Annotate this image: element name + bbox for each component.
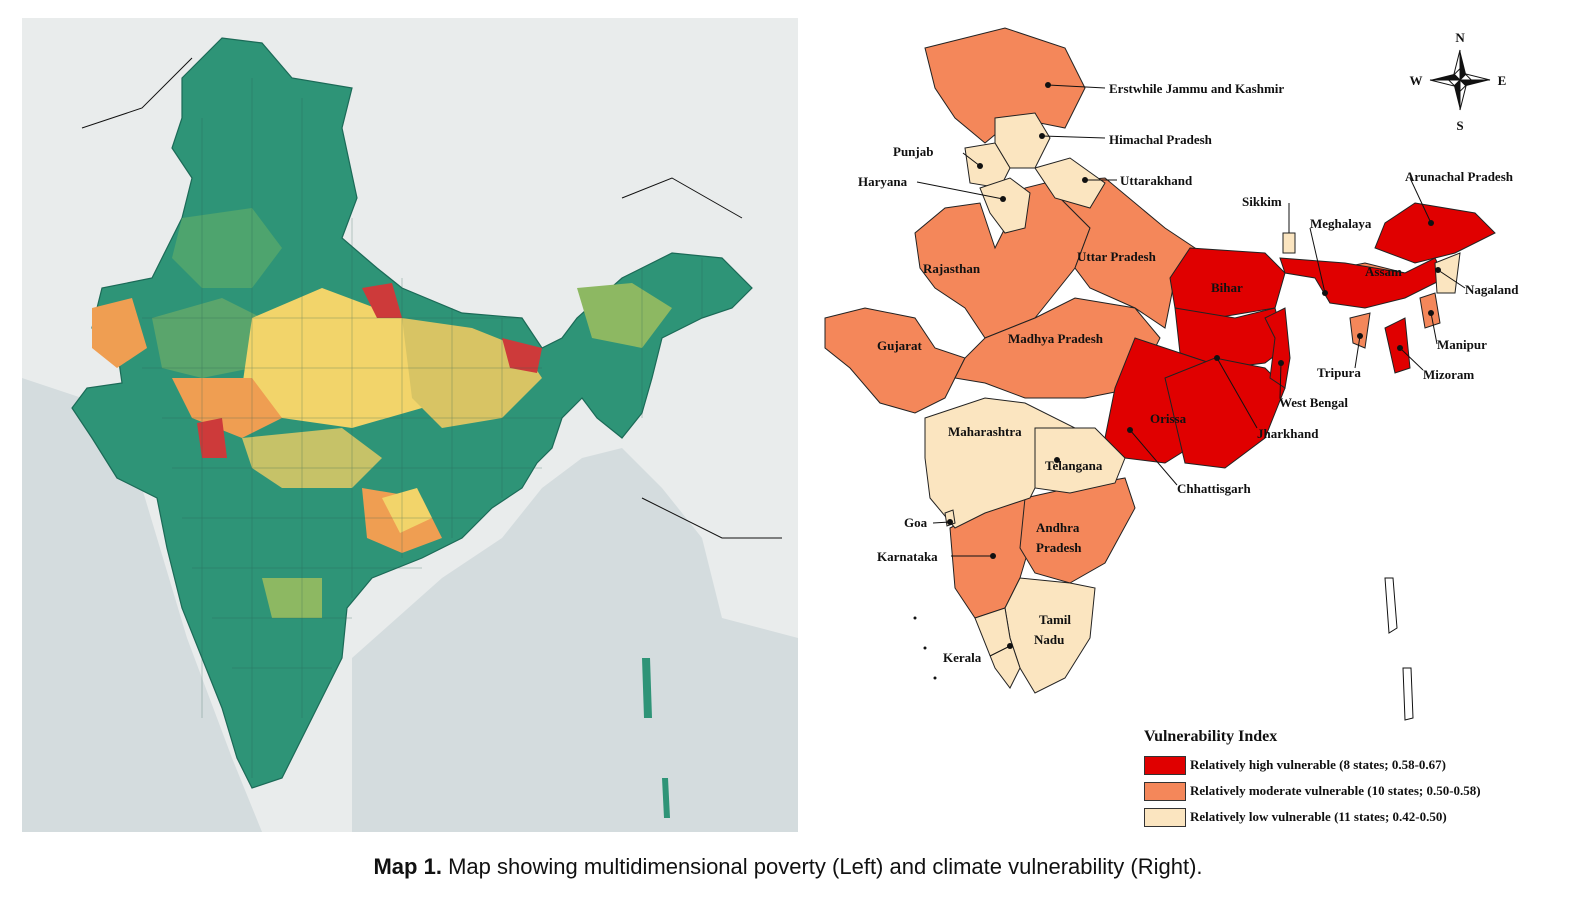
label-haryana: Haryana [858, 174, 908, 189]
label-uttarakhand: Uttarakhand [1120, 173, 1193, 188]
label-bihar: Bihar [1211, 280, 1243, 295]
north-green-patch [172, 208, 282, 288]
state-tripura [1349, 312, 1371, 349]
label-uttar-pradesh: Uttar Pradesh [1077, 249, 1157, 264]
state-orissa [1164, 357, 1286, 469]
legend-item-moderate: Relatively moderate vulnerable (10 state… [1144, 778, 1481, 804]
bay-of-bengal [352, 448, 798, 832]
state-gujarat [824, 307, 966, 414]
legend-swatch-high [1144, 755, 1186, 775]
label-maharashtra: Maharashtra [948, 424, 1022, 439]
bihar-red-patch [502, 338, 542, 373]
neighbour-borders [81, 57, 782, 539]
legend-label-low: Relatively low vulnerable (11 states; 0.… [1190, 809, 1447, 824]
legend-swatch-low [1144, 807, 1186, 827]
state-assam [1279, 257, 1446, 309]
label-arunachal-pradesh: Arunachal Pradesh [1405, 169, 1514, 184]
label-leaders [916, 82, 1466, 657]
odisha-yellow-patch [382, 488, 432, 533]
legend-swatch-moderate [1144, 781, 1186, 801]
nicobar-islands [662, 778, 670, 818]
label-telangana: Telangana [1045, 458, 1103, 473]
state-punjab [964, 142, 1011, 189]
state-uttarakhand [1034, 157, 1106, 209]
compass-e: E [1498, 73, 1507, 88]
mp-red-patch [197, 418, 227, 458]
caption-text: Map showing multidimensional poverty (Le… [448, 854, 1203, 879]
poverty-map [22, 18, 798, 832]
legend-item-high: Relatively high vulnerable (8 states; 0.… [1144, 752, 1481, 778]
legend-label-moderate: Relatively moderate vulnerable (10 state… [1190, 783, 1481, 798]
label-punjab: Punjab [893, 144, 933, 159]
district-borders [142, 78, 703, 778]
label-karnataka: Karnataka [877, 549, 938, 564]
state-west-bengal [1264, 307, 1291, 389]
label-sikkim: Sikkim [1242, 194, 1282, 209]
legend-item-low: Relatively low vulnerable (11 states; 0.… [1144, 804, 1481, 830]
central-yellow-patch [242, 288, 442, 428]
andaman-nicobar-islands [1384, 577, 1414, 721]
compass-s: S [1456, 118, 1463, 133]
figure-caption: Map 1. Map showing multidimensional pove… [0, 854, 1576, 880]
state-madhya-pradesh [954, 297, 1161, 399]
rajasthan-orange-patch [92, 298, 147, 368]
legend-title: Vulnerability Index [1144, 728, 1278, 745]
label-tamil: Tamil [1039, 612, 1071, 627]
label-orissa: Orissa [1150, 411, 1187, 426]
state-nagaland [1434, 252, 1461, 294]
label-madhya-pradesh: Madhya Pradesh [1008, 331, 1104, 346]
up-red-patch [362, 283, 402, 318]
state-telangana [1034, 427, 1126, 494]
andaman-islands [642, 658, 652, 718]
label-meghalaya: Meghalaya [1310, 216, 1372, 231]
label-himachal-pradesh: Himachal Pradesh [1109, 132, 1213, 147]
south-lightgreen-patch [262, 578, 322, 618]
deccan-yellowgreen-patch [242, 428, 382, 488]
state-haryana [979, 177, 1031, 234]
northeast-lightgreen-patch [577, 283, 672, 348]
label-gujarat: Gujarat [877, 338, 922, 353]
poverty-map-svg [22, 18, 798, 832]
label-assam: Assam [1365, 264, 1402, 279]
mp-orange-patch [172, 378, 282, 438]
label-chhattisgarh: Chhattisgarh [1177, 481, 1251, 496]
state-sikkim [1282, 232, 1296, 254]
label-rajasthan: Rajasthan [923, 261, 981, 276]
state-kerala [974, 607, 1021, 689]
label-nadu: Nadu [1034, 632, 1064, 647]
label-pradesh: Pradesh [1036, 540, 1082, 555]
label-kerala: Kerala [943, 650, 982, 665]
arabian-sea [22, 378, 262, 832]
north-arrow-compass-icon: N S E W [1410, 30, 1507, 133]
label-nagaland: Nagaland [1465, 282, 1519, 297]
caption-prefix: Map 1. [373, 854, 442, 879]
label-tripura: Tripura [1317, 365, 1361, 380]
vulnerability-map-svg: N S E W [824, 27, 1519, 721]
legend-label-high: Relatively high vulnerable (8 states; 0.… [1190, 757, 1447, 772]
vulnerability-legend: Vulnerability Index Relatively high vuln… [1144, 728, 1481, 830]
label-mizoram: Mizoram [1423, 367, 1474, 382]
state-arunachal-pradesh [1374, 202, 1496, 264]
lakshadweep-islands [913, 616, 937, 680]
state-uttar-pradesh [1043, 177, 1196, 329]
compass-n: N [1455, 30, 1465, 45]
state-bihar [1169, 247, 1286, 319]
vulnerability-map: N S E W [805, 18, 1565, 738]
label-andhra: Andhra [1036, 520, 1080, 535]
state-shapes [824, 27, 1496, 694]
label-jharkhand: Jharkhand [1257, 426, 1319, 441]
state-labels: Erstwhile Jammu and Kashmir Himachal Pra… [858, 81, 1519, 665]
label-west-bengal: West Bengal [1279, 395, 1348, 410]
state-mizoram [1384, 317, 1411, 374]
compass-w: W [1410, 73, 1423, 88]
label-goa: Goa [904, 515, 928, 530]
label-jammu-kashmir: Erstwhile Jammu and Kashmir [1109, 81, 1284, 96]
label-manipur: Manipur [1437, 337, 1487, 352]
